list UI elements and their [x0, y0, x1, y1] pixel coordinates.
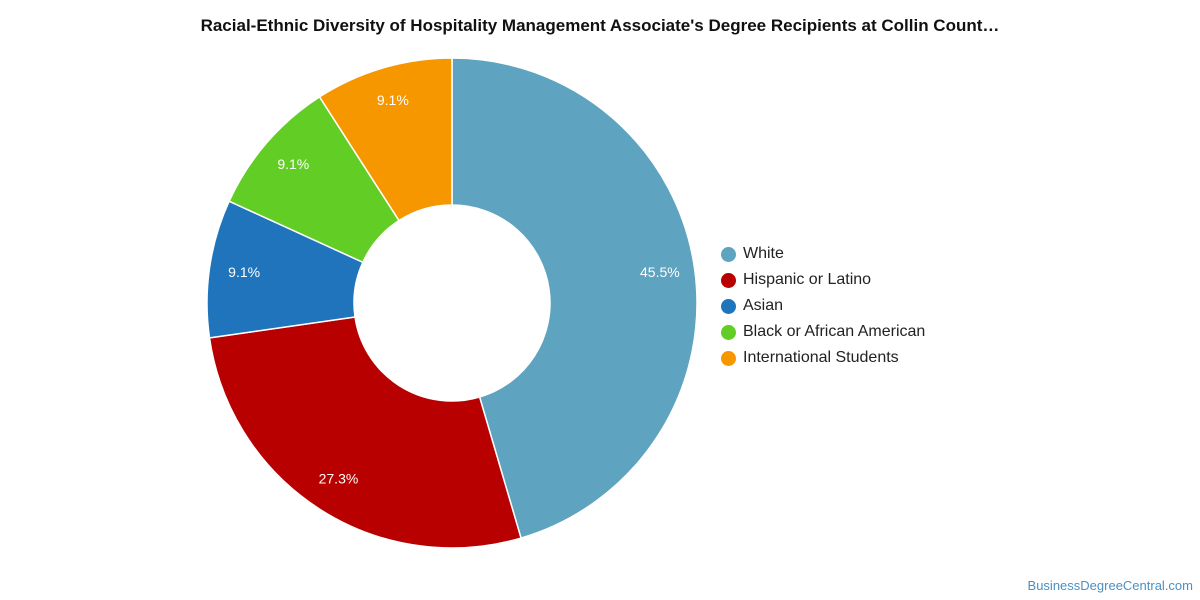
legend-item-international-students[interactable]: International Students: [721, 345, 925, 371]
chart-title: Racial-Ethnic Diversity of Hospitality M…: [200, 16, 1000, 35]
legend-swatch: [721, 246, 736, 262]
legend-label: White: [743, 245, 784, 262]
legend-swatch: [721, 272, 736, 288]
legend-item-hispanic-or-latino[interactable]: Hispanic or Latino: [721, 267, 925, 293]
slice-hispanic-or-latino[interactable]: [208, 316, 522, 549]
slice-labels: 45.5% 27.3% 9.1% 9.1% 9.1%: [228, 92, 680, 486]
slice-white[interactable]: [451, 57, 698, 540]
slice-label-international-students: 9.1%: [377, 92, 409, 108]
slice-label-asian: 9.1%: [228, 264, 260, 280]
legend-label: Hispanic or Latino: [743, 271, 872, 288]
slice-label-black-or-african-american: 9.1%: [277, 156, 309, 172]
legend-swatch: [721, 324, 736, 340]
legend-swatch: [721, 298, 736, 314]
legend-label: International Students: [743, 349, 899, 366]
donut-slices: [206, 57, 698, 549]
legend-label: Asian: [743, 297, 784, 314]
watermark: BusinessDegreeCentral.com: [1027, 578, 1193, 593]
legend-item-black-or-african-american[interactable]: Black or African American: [721, 319, 925, 345]
legend-item-white[interactable]: White: [721, 241, 925, 267]
legend-label: Black or African American: [743, 323, 926, 340]
slice-label-hispanic-or-latino: 27.3%: [319, 470, 359, 486]
slice-international-students[interactable]: [318, 57, 453, 222]
legend-swatch: [721, 350, 736, 366]
slice-label-white: 45.5%: [640, 264, 680, 280]
legend-item-asian[interactable]: Asian: [721, 293, 925, 319]
chart-legend: White Hispanic or Latino Asian Black or Afr…: [721, 241, 925, 371]
